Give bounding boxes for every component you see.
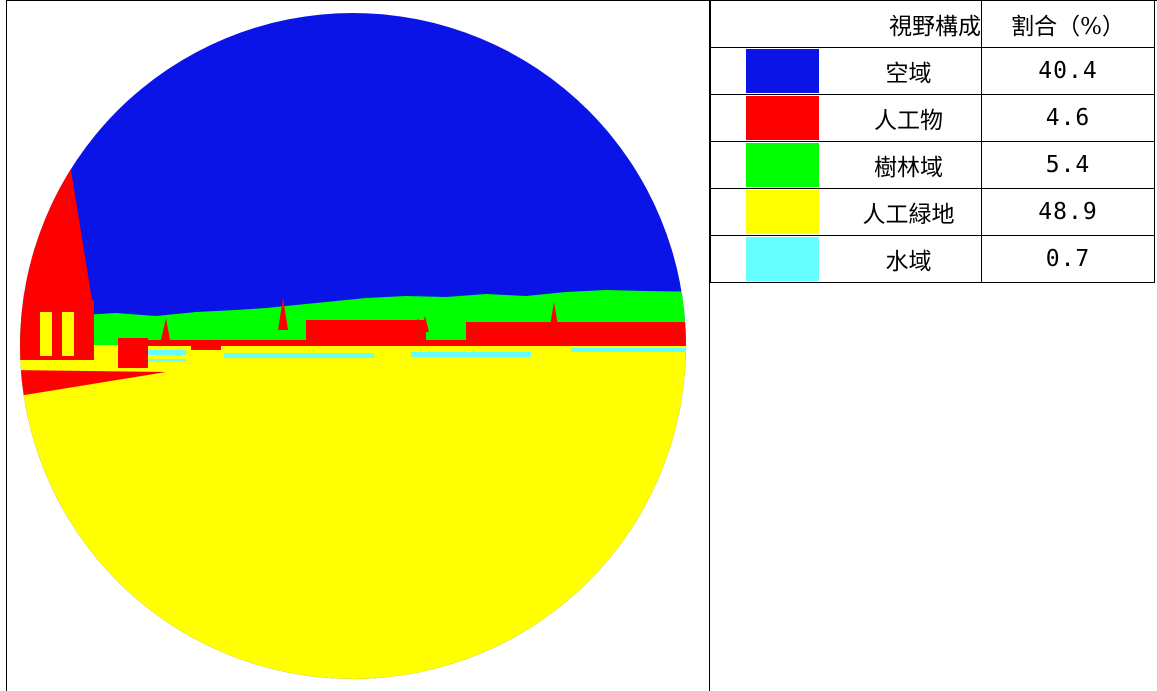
fisheye-view xyxy=(6,0,709,691)
legend-value: 48.9 xyxy=(981,188,1155,236)
legend-header-row: 視野構成 割合（%） xyxy=(710,0,1155,48)
legend-swatch xyxy=(746,96,819,140)
fisheye-svg xyxy=(20,13,686,679)
legend-label: 空域 xyxy=(836,47,982,95)
artificial-region xyxy=(20,170,686,398)
legend-swatch xyxy=(746,190,819,234)
legend-label: 人工緑地 xyxy=(836,188,982,236)
legend-value: 0.7 xyxy=(981,235,1155,283)
frame-divider xyxy=(709,0,710,691)
legend-swatch xyxy=(746,237,819,281)
legend-value: 5.4 xyxy=(981,141,1155,189)
legend-value: 4.6 xyxy=(981,94,1155,142)
legend-row: 人工緑地 48.9 xyxy=(710,188,1155,236)
frame-top xyxy=(6,0,1157,1)
legend-value: 40.4 xyxy=(981,47,1155,95)
legend-header-value: 割合（%） xyxy=(981,0,1155,48)
green-land-region xyxy=(20,345,686,679)
legend-row: 樹林域 5.4 xyxy=(710,141,1155,189)
legend-header-label: 視野構成 xyxy=(836,0,982,48)
legend-header-blank xyxy=(710,0,836,48)
legend-label: 水域 xyxy=(836,235,982,283)
frame-left xyxy=(6,0,7,691)
legend-row: 水域 0.7 xyxy=(710,235,1155,283)
legend-row: 人工物 4.6 xyxy=(710,94,1155,142)
legend-swatch xyxy=(746,49,819,93)
legend-row: 空域 40.4 xyxy=(710,47,1155,95)
legend-table: 視野構成 割合（%） 空域 40.4 人工物 4.6 樹林域 5.4 人工緑地 … xyxy=(710,0,1155,283)
legend-swatch xyxy=(746,143,819,187)
tower-openings xyxy=(40,312,74,356)
legend-label: 樹林域 xyxy=(836,141,982,189)
legend-label: 人工物 xyxy=(836,94,982,142)
water-region xyxy=(136,348,686,362)
